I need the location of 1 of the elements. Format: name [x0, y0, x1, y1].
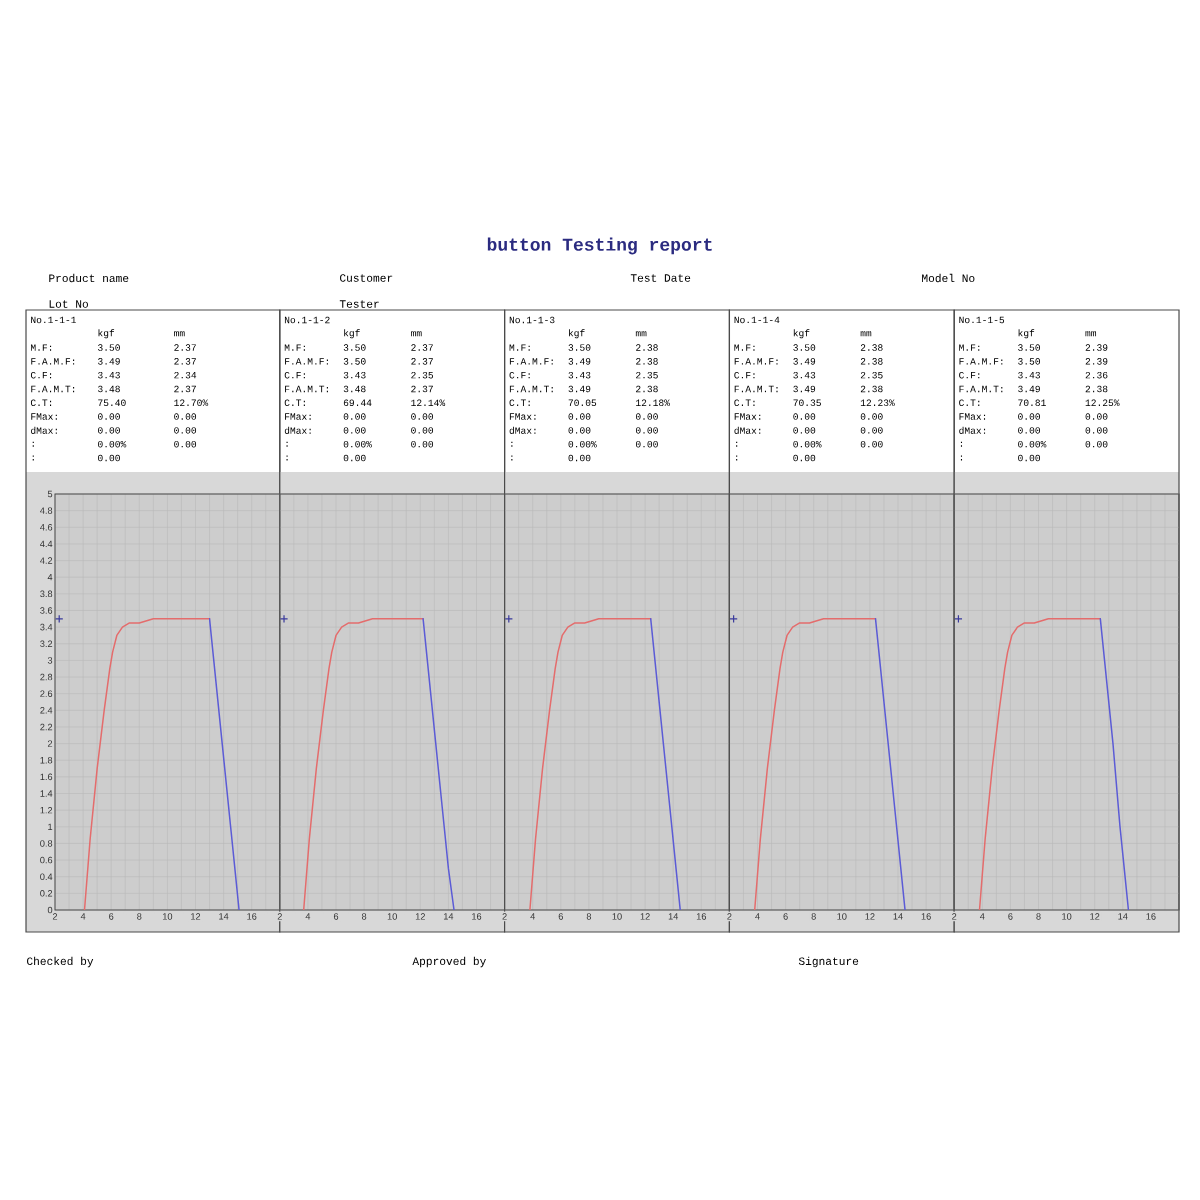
text: button Testing report [487, 237, 712, 255]
